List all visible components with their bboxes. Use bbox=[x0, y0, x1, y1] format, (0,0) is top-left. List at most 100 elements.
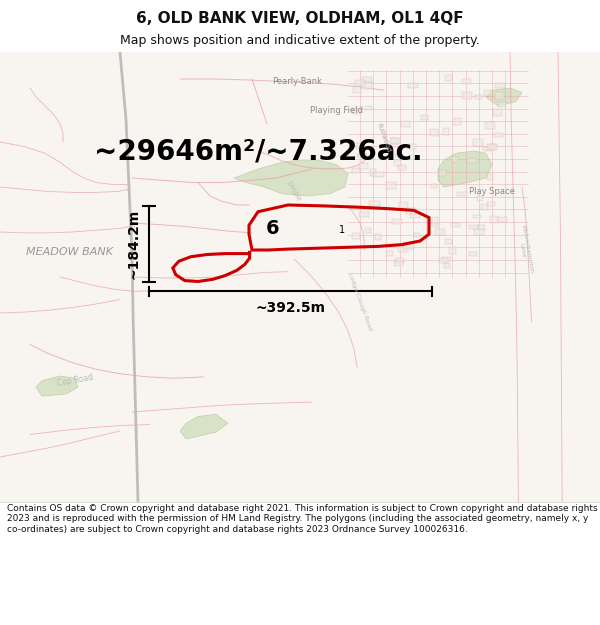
Bar bbox=[431, 184, 437, 189]
Bar bbox=[359, 162, 368, 169]
Bar bbox=[439, 170, 446, 176]
Bar bbox=[487, 174, 493, 180]
Text: Playing Field: Playing Field bbox=[310, 106, 362, 115]
Text: 6: 6 bbox=[266, 219, 280, 238]
Bar bbox=[370, 169, 376, 176]
Text: Dingle: Dingle bbox=[286, 180, 302, 203]
Bar bbox=[444, 262, 450, 269]
Bar bbox=[353, 86, 361, 92]
Text: 1: 1 bbox=[339, 225, 345, 235]
Bar bbox=[484, 90, 492, 96]
Bar bbox=[356, 143, 364, 149]
Text: Map shows position and indicative extent of the property.: Map shows position and indicative extent… bbox=[120, 34, 480, 47]
Bar bbox=[365, 228, 371, 232]
Bar bbox=[449, 248, 456, 254]
Bar bbox=[398, 165, 406, 170]
Bar bbox=[495, 92, 503, 99]
Bar bbox=[485, 122, 494, 129]
Bar bbox=[362, 78, 372, 81]
Bar bbox=[398, 202, 408, 208]
Bar bbox=[432, 217, 439, 224]
Bar bbox=[469, 252, 477, 256]
Bar bbox=[365, 106, 373, 111]
Bar bbox=[394, 160, 401, 166]
Text: Play Space: Play Space bbox=[469, 187, 515, 196]
Bar bbox=[462, 92, 472, 99]
Text: Pearly-Bank: Pearly-Bank bbox=[272, 77, 322, 86]
Bar bbox=[359, 213, 369, 217]
Bar bbox=[395, 258, 404, 263]
Bar bbox=[487, 202, 495, 206]
Bar bbox=[487, 144, 497, 149]
Bar bbox=[373, 172, 384, 177]
Bar bbox=[483, 148, 491, 151]
Bar bbox=[467, 158, 477, 163]
Bar bbox=[481, 204, 488, 209]
Polygon shape bbox=[234, 160, 348, 196]
Bar bbox=[443, 127, 449, 135]
Text: ~392.5m: ~392.5m bbox=[256, 301, 325, 316]
Bar bbox=[406, 208, 416, 214]
Bar bbox=[451, 223, 460, 228]
Bar bbox=[493, 109, 502, 116]
Bar bbox=[394, 261, 403, 266]
Bar bbox=[442, 257, 451, 261]
Bar bbox=[439, 258, 448, 263]
Text: Lodge Clough Road: Lodge Clough Road bbox=[347, 272, 373, 331]
Bar bbox=[478, 226, 485, 229]
Bar bbox=[469, 225, 478, 229]
Bar bbox=[445, 239, 452, 244]
Bar bbox=[445, 76, 452, 81]
Bar bbox=[409, 82, 418, 88]
Bar bbox=[434, 229, 445, 235]
Text: ~29646m²/~7.326ac.: ~29646m²/~7.326ac. bbox=[94, 137, 422, 165]
Text: Cop Road: Cop Road bbox=[56, 373, 94, 388]
Bar bbox=[499, 102, 506, 107]
Bar bbox=[494, 133, 503, 137]
Bar bbox=[370, 201, 380, 206]
Bar bbox=[410, 214, 421, 218]
Text: Wolverhampton
Lane: Wolverhampton Lane bbox=[515, 224, 535, 276]
Bar bbox=[352, 108, 361, 114]
Bar bbox=[457, 192, 467, 196]
Bar bbox=[386, 182, 396, 189]
Bar bbox=[357, 154, 367, 158]
Bar bbox=[475, 95, 482, 99]
Text: Fullwood: Fullwood bbox=[376, 122, 392, 153]
Bar bbox=[375, 234, 381, 241]
Bar bbox=[403, 242, 413, 249]
Bar bbox=[498, 217, 506, 222]
Bar bbox=[421, 114, 428, 120]
Bar bbox=[352, 233, 361, 239]
Bar bbox=[392, 219, 402, 224]
Bar bbox=[489, 144, 496, 149]
Bar bbox=[430, 129, 438, 136]
Bar bbox=[413, 232, 421, 237]
Bar bbox=[430, 222, 439, 227]
Polygon shape bbox=[486, 88, 522, 106]
Polygon shape bbox=[36, 376, 78, 396]
Bar bbox=[454, 118, 461, 124]
Text: MEADOW BANK: MEADOW BANK bbox=[25, 248, 113, 258]
Bar bbox=[473, 214, 481, 219]
Text: Contains OS data © Crown copyright and database right 2021. This information is : Contains OS data © Crown copyright and d… bbox=[7, 504, 598, 534]
Bar bbox=[401, 121, 410, 127]
Bar bbox=[395, 154, 401, 158]
Text: ~184.2m: ~184.2m bbox=[127, 209, 141, 279]
Bar bbox=[391, 138, 400, 144]
Bar bbox=[352, 168, 360, 172]
Bar bbox=[361, 82, 371, 89]
Bar bbox=[477, 196, 484, 201]
Bar bbox=[391, 138, 398, 144]
Bar bbox=[355, 80, 365, 86]
Bar bbox=[495, 83, 505, 88]
Bar bbox=[474, 229, 484, 234]
Bar bbox=[407, 144, 416, 149]
Polygon shape bbox=[438, 151, 492, 187]
Bar bbox=[452, 157, 458, 161]
Bar bbox=[462, 79, 470, 84]
Text: 6, OLD BANK VIEW, OLDHAM, OL1 4QF: 6, OLD BANK VIEW, OLDHAM, OL1 4QF bbox=[136, 11, 464, 26]
Bar bbox=[398, 246, 407, 252]
Bar bbox=[490, 216, 498, 222]
Bar bbox=[386, 251, 394, 256]
